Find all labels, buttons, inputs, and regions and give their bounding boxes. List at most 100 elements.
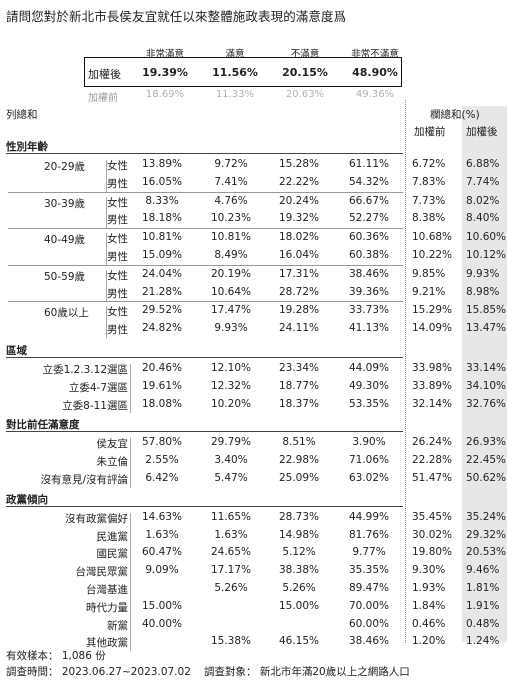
col-total-before: 9.21% — [412, 285, 446, 298]
data-cell: 9.09% — [145, 564, 179, 577]
data-cell: 19.28% — [278, 304, 320, 317]
col-total-after: 1.91% — [466, 599, 500, 612]
row-label: 民進黨 — [96, 530, 129, 543]
col-total-before: 7.73% — [412, 194, 446, 207]
col-total-before: 15.29% — [412, 304, 453, 317]
data-cell: 18.08% — [141, 397, 183, 410]
data-cell: 8.33% — [145, 194, 179, 207]
survey-period: 調查時間： 2023.06.27~2023.07.02 — [6, 666, 191, 678]
data-cell: 18.02% — [278, 231, 320, 244]
col-total-after: 22.45% — [466, 454, 507, 467]
col-total-before: 35.45% — [412, 510, 453, 523]
data-cell: 4.76% — [214, 194, 248, 207]
col-total-after-header: 加權後 — [466, 126, 498, 138]
col-total-after: 7.74% — [466, 175, 500, 188]
row-label: 立委4-7選區 — [68, 381, 128, 394]
data-cell: 8.51% — [282, 436, 316, 449]
data-cell: 12.32% — [210, 379, 252, 392]
data-cell: 24.11% — [278, 322, 320, 335]
data-cell: 19.61% — [141, 379, 183, 392]
col-total-before: 51.47% — [412, 472, 453, 484]
section-divider — [6, 505, 403, 507]
data-cell: 15.38% — [210, 635, 252, 648]
data-cell: 38.38% — [278, 564, 320, 577]
col-total-before: 6.72% — [412, 158, 446, 170]
age-group-label: 20-29歲 — [44, 161, 86, 173]
col-total-after: 9.46% — [466, 564, 500, 577]
data-cell: 16.05% — [141, 175, 183, 188]
group-bracket — [106, 306, 107, 338]
data-cell: 10.64% — [210, 285, 252, 298]
row-label: 沒有政黨偏好 — [65, 512, 128, 525]
col-total-before: 1.84% — [412, 599, 446, 612]
data-cell: 5.12% — [282, 546, 316, 559]
row-label: 新黨 — [107, 619, 128, 632]
weighted-value: 20.15% — [282, 66, 328, 79]
data-cell: 7.41% — [214, 175, 248, 188]
col-total-before: 9.30% — [412, 564, 446, 577]
data-cell: 17.17% — [210, 564, 252, 577]
data-cell: 5.47% — [214, 472, 248, 484]
row-label: 立委8-11選區 — [62, 399, 128, 412]
group-divider — [8, 191, 403, 193]
col-total-before: 10.68% — [412, 231, 453, 244]
section-divider — [6, 431, 403, 433]
row-label: 沒有意見/沒有評論 — [40, 474, 128, 486]
col-total-after: 50.62% — [466, 472, 507, 484]
row-label: 男性 — [107, 287, 128, 300]
data-cell: 10.23% — [210, 212, 252, 225]
unweighted-label: 加權前 — [88, 93, 118, 104]
data-cell: 18.18% — [141, 212, 183, 225]
row-label: 女性 — [107, 269, 128, 282]
data-cell: 1.63% — [214, 528, 248, 541]
section-title: 性別年齡 — [6, 141, 48, 153]
row-label: 女性 — [107, 233, 128, 246]
data-cell: 61.11% — [348, 158, 390, 170]
weighted-value: 11.56% — [212, 66, 258, 79]
data-cell: 40.00% — [141, 617, 183, 630]
data-cell: 20.46% — [141, 362, 183, 374]
section-title: 政黨傾向 — [6, 493, 48, 506]
section-bracket — [130, 512, 131, 652]
column-header: 不滿意 — [290, 49, 320, 60]
data-cell: 15.00% — [278, 599, 320, 612]
group-divider — [8, 301, 403, 303]
section-bracket — [130, 364, 131, 414]
data-cell: 46.15% — [278, 635, 320, 648]
weighted-column-shading — [462, 106, 507, 642]
row-label: 台灣基進 — [86, 584, 128, 596]
row-label: 其他政黨 — [86, 637, 128, 650]
data-cell: 60.36% — [348, 231, 390, 244]
data-cell: 21.28% — [141, 285, 183, 298]
unweighted-value: 20.63% — [285, 89, 325, 100]
data-cell: 10.81% — [210, 231, 252, 244]
row-label: 女性 — [107, 196, 128, 209]
col-total-before: 0.46% — [412, 617, 446, 630]
col-total-before: 33.98% — [412, 362, 453, 374]
col-total-before-header: 加權前 — [414, 126, 446, 138]
row-label: 國民黨 — [96, 548, 129, 561]
col-total-after: 1.24% — [466, 635, 500, 648]
col-total-after: 15.85% — [466, 304, 507, 317]
age-group-label: 60歲以上 — [44, 307, 89, 320]
survey-question-title: 請問您對於新北市長侯友宜就任以來整體施政表現的滿意度爲 — [6, 9, 347, 24]
row-label: 台灣民眾黨 — [75, 566, 129, 579]
column-header: 非常不滿意 — [351, 49, 399, 60]
data-cell: 24.04% — [141, 267, 183, 280]
age-group-label: 30-39歲 — [44, 197, 86, 210]
data-cell: 14.63% — [141, 510, 183, 523]
col-total-before: 33.89% — [412, 379, 453, 392]
data-cell: 16.04% — [278, 249, 320, 261]
col-total-after: 35.24% — [466, 510, 507, 523]
data-cell: 6.42% — [145, 472, 179, 484]
data-cell: 9.72% — [214, 158, 248, 170]
data-cell: 10.20% — [210, 397, 252, 410]
data-cell: 66.67% — [348, 194, 390, 207]
data-cell: 23.34% — [278, 362, 320, 374]
data-cell: 22.98% — [278, 454, 320, 467]
col-total-after: 8.02% — [466, 194, 500, 207]
col-total-after: 32.76% — [466, 397, 507, 410]
col-total-after: 8.98% — [466, 285, 500, 298]
col-total-before: 19.80% — [412, 546, 453, 559]
column-header: 滿意 — [225, 49, 245, 60]
